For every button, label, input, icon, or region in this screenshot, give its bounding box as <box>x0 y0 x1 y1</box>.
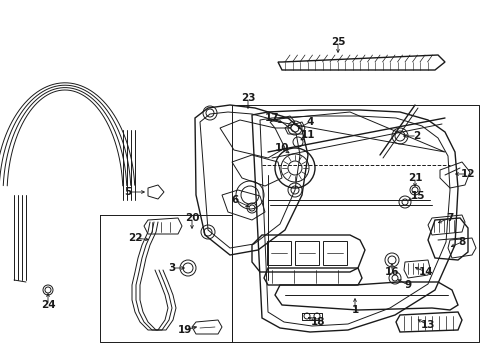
Text: 4: 4 <box>305 117 313 127</box>
Text: 19: 19 <box>178 325 192 335</box>
Text: 18: 18 <box>310 317 325 327</box>
Text: 11: 11 <box>300 130 315 140</box>
Text: 25: 25 <box>330 37 345 47</box>
Text: 2: 2 <box>412 131 420 141</box>
Text: 20: 20 <box>184 213 199 223</box>
Text: 22: 22 <box>127 233 142 243</box>
Text: 17: 17 <box>264 113 279 123</box>
Text: 1: 1 <box>351 305 358 315</box>
Text: 6: 6 <box>231 195 238 205</box>
Text: 16: 16 <box>384 267 398 277</box>
Text: 5: 5 <box>124 187 131 197</box>
Text: 15: 15 <box>410 191 425 201</box>
Text: 3: 3 <box>168 263 175 273</box>
Text: 13: 13 <box>420 320 434 330</box>
Text: 7: 7 <box>446 213 453 223</box>
Text: 24: 24 <box>41 300 55 310</box>
Text: 8: 8 <box>457 237 465 247</box>
Text: 23: 23 <box>240 93 255 103</box>
Text: 10: 10 <box>274 143 289 153</box>
Text: 12: 12 <box>460 169 474 179</box>
Text: 9: 9 <box>404 280 411 290</box>
Text: 14: 14 <box>418 267 432 277</box>
Text: 21: 21 <box>407 173 421 183</box>
